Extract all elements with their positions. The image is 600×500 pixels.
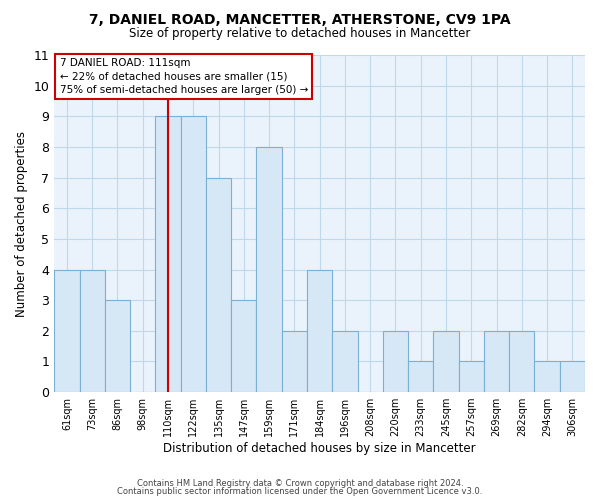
Y-axis label: Number of detached properties: Number of detached properties [15,130,28,316]
Bar [509,331,535,392]
Bar [256,147,282,392]
Bar [80,270,105,392]
Bar [433,331,458,392]
Bar [383,331,408,392]
Bar [408,362,433,392]
Bar [560,362,585,392]
Bar [206,178,231,392]
Bar [535,362,560,392]
Text: Size of property relative to detached houses in Mancetter: Size of property relative to detached ho… [130,28,470,40]
Bar [181,116,206,392]
Text: Contains HM Land Registry data © Crown copyright and database right 2024.: Contains HM Land Registry data © Crown c… [137,478,463,488]
Bar [458,362,484,392]
Bar [307,270,332,392]
Text: 7 DANIEL ROAD: 111sqm
← 22% of detached houses are smaller (15)
75% of semi-deta: 7 DANIEL ROAD: 111sqm ← 22% of detached … [59,58,308,95]
Bar [105,300,130,392]
Bar [484,331,509,392]
Bar [54,270,80,392]
X-axis label: Distribution of detached houses by size in Mancetter: Distribution of detached houses by size … [163,442,476,455]
Bar [231,300,256,392]
Text: 7, DANIEL ROAD, MANCETTER, ATHERSTONE, CV9 1PA: 7, DANIEL ROAD, MANCETTER, ATHERSTONE, C… [89,12,511,26]
Bar [155,116,181,392]
Text: Contains public sector information licensed under the Open Government Licence v3: Contains public sector information licen… [118,487,482,496]
Bar [332,331,358,392]
Bar [282,331,307,392]
